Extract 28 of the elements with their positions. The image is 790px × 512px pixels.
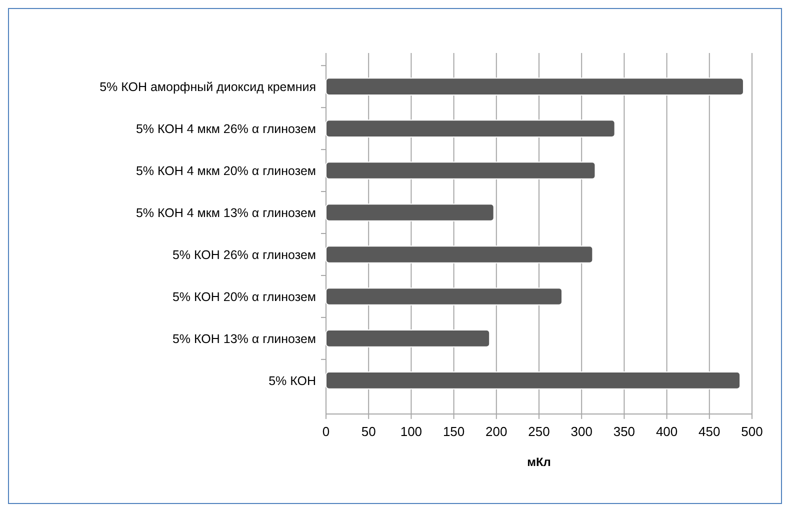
bar [326, 330, 490, 348]
y-tick-label: 5% КОН 20% α глинозем [172, 290, 316, 304]
bar [326, 288, 563, 306]
x-tick-label: 400 [656, 424, 678, 439]
x-axis-title: мКл [527, 455, 551, 469]
bar [326, 78, 744, 96]
y-tick-label: 5% КОН 4 мкм 13% α глинозем [136, 206, 316, 220]
y-tick-label: 5% КОН 4 мкм 20% α глинозем [136, 164, 316, 178]
bar [326, 120, 616, 138]
bar [326, 204, 494, 222]
x-tick-label: 500 [741, 424, 763, 439]
x-tick-label: 300 [570, 424, 592, 439]
x-tick-label: 450 [698, 424, 720, 439]
y-tick-label: 5% КОН 13% α глинозем [172, 332, 316, 346]
x-tick-label: 350 [613, 424, 636, 439]
x-tick-label: 100 [400, 424, 422, 439]
y-tick-label: 5% КОН аморфный диоксид кремния [100, 80, 316, 94]
y-tick-label: 5% КОН 26% α глинозем [172, 248, 316, 262]
y-tick-label: 5% КОН [268, 374, 316, 388]
x-tick-label: 200 [486, 424, 508, 439]
bar [326, 162, 596, 180]
y-tick-label: 5% КОН 4 мкм 26% α глинозем [136, 122, 316, 136]
x-tick-label: 0 [322, 424, 330, 439]
bar [326, 372, 741, 390]
bar [326, 246, 594, 264]
x-tick-label: 150 [442, 424, 465, 439]
x-tick-label: 250 [528, 424, 550, 439]
x-tick-label: 50 [361, 424, 376, 439]
